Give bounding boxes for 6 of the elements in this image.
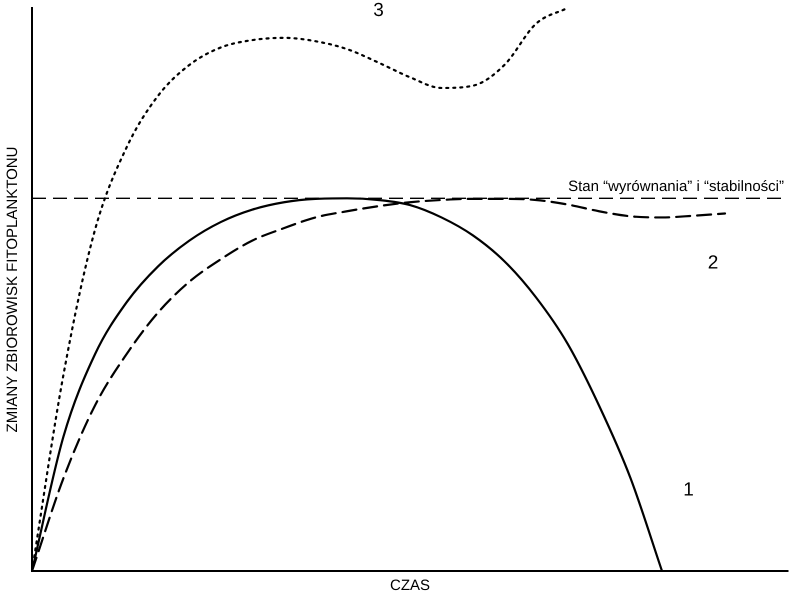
series-label: 3 (373, 0, 384, 21)
text: 1 (683, 479, 694, 500)
y-axis-title: ZMIANY ZBIOROWISK FITOPLANKTONU (4, 146, 22, 432)
x-axis-title: CZAS (390, 577, 430, 594)
ref-line-label: Stan “wyrównania” i “stabilności” (568, 178, 784, 195)
series-label: 2 (708, 252, 718, 274)
